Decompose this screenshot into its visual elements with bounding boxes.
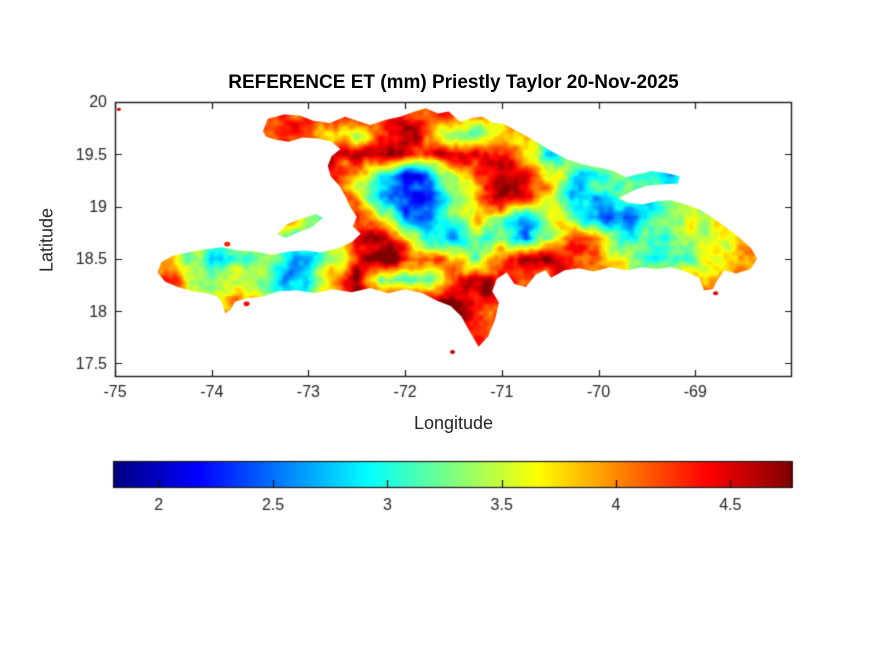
chart-title: REFERENCE ET (mm) Priestly Taylor 20-Nov… bbox=[228, 72, 679, 93]
y-axis-label: Latitude bbox=[36, 207, 57, 273]
x-axis-label: Longitude bbox=[413, 413, 494, 433]
